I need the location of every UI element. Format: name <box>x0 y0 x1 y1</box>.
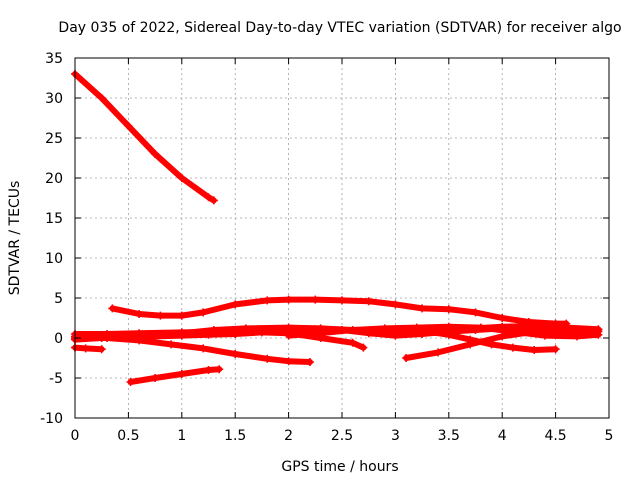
data-point <box>204 366 213 374</box>
data-point <box>231 300 240 309</box>
data-point <box>444 305 453 314</box>
data-point <box>177 311 186 320</box>
data-point <box>348 338 357 347</box>
data-point <box>177 174 186 182</box>
data-point <box>135 310 144 318</box>
data-point <box>434 348 443 357</box>
y-tick-label: 20 <box>45 171 63 187</box>
data-point <box>311 295 320 304</box>
data-point <box>199 308 208 317</box>
x-axis-label: GPS time / hours <box>281 459 398 475</box>
data-point <box>540 331 549 340</box>
data-point <box>204 330 213 339</box>
data-point <box>97 334 106 342</box>
y-tick-label: 35 <box>45 51 63 67</box>
data-point <box>391 331 400 340</box>
y-axis: -10 -5 0 5 10 15 20 25 30 35 <box>40 51 609 427</box>
data-point <box>391 300 400 309</box>
x-tick-label: 1 <box>177 428 186 444</box>
data-point <box>156 311 165 320</box>
data-point <box>215 365 224 374</box>
chart-title: Day 035 of 2022, Sidereal Day-to-day VTE… <box>58 20 621 36</box>
y-tick-label: 15 <box>45 211 63 227</box>
data-point <box>231 330 240 338</box>
data-point <box>126 378 135 386</box>
x-tick-label: 4 <box>498 428 507 444</box>
data-point <box>257 328 266 337</box>
data-point <box>418 304 427 313</box>
x-tick-label: 3 <box>391 428 400 444</box>
data-point <box>471 308 480 317</box>
x-tick-label: 5 <box>605 428 614 444</box>
x-tick-label: 2 <box>284 428 293 444</box>
y-tick-label: -5 <box>49 371 63 387</box>
data-point <box>305 358 314 366</box>
data-point <box>108 304 117 313</box>
data-point <box>263 354 272 363</box>
data-point <box>284 295 293 304</box>
data-point <box>316 329 325 338</box>
data-point <box>466 335 475 344</box>
y-tick-label: 10 <box>45 251 63 267</box>
x-tick-label: 0.5 <box>117 428 139 444</box>
data-point <box>402 354 411 362</box>
data-point <box>338 296 346 305</box>
data-point <box>209 196 218 205</box>
data-point <box>498 314 507 322</box>
data-point <box>97 94 106 102</box>
y-tick-label: 0 <box>54 331 63 347</box>
x-tick-label: 4.5 <box>544 428 566 444</box>
data-point <box>359 343 368 352</box>
x-tick-label: 0 <box>71 428 80 444</box>
data-point <box>124 122 133 130</box>
y-tick-label: 30 <box>45 91 63 107</box>
data-point <box>551 345 560 354</box>
data-point <box>263 296 272 305</box>
data-point <box>508 343 517 352</box>
data-point <box>204 193 213 202</box>
data-point <box>81 344 90 353</box>
x-tick-label: 2.5 <box>331 428 353 444</box>
data-point <box>167 340 176 349</box>
data-point <box>151 374 160 382</box>
data-point <box>199 344 208 353</box>
x-tick-label: 1.5 <box>224 428 246 444</box>
y-tick-label: 25 <box>45 131 63 147</box>
data-point <box>412 323 421 332</box>
grid <box>75 58 609 418</box>
data-point <box>231 350 240 358</box>
x-axis: 0 0.5 1 1.5 2 2.5 3 3.5 4 4.5 5 <box>71 58 614 444</box>
data-point <box>444 330 453 339</box>
y-tick-label: 5 <box>54 291 63 307</box>
data-point <box>177 331 186 340</box>
y-tick-label: -10 <box>40 411 63 427</box>
data-point <box>151 150 160 158</box>
data-point <box>348 326 357 334</box>
data-point <box>284 357 293 366</box>
y-axis-label: SDTVAR / TECUs <box>7 181 23 296</box>
data-point <box>97 345 106 354</box>
data-point <box>151 332 160 341</box>
x-tick-label: 3.5 <box>438 428 460 444</box>
data-point <box>487 340 496 349</box>
data-point <box>364 297 373 306</box>
data-point <box>572 332 581 341</box>
series-layer <box>71 70 603 386</box>
data-point <box>284 331 293 340</box>
data-point <box>124 333 133 342</box>
data-point <box>594 330 603 339</box>
data-point <box>444 322 453 331</box>
data-point <box>380 324 389 333</box>
data-point <box>508 327 517 336</box>
data-point <box>530 346 539 354</box>
data-point <box>177 370 186 378</box>
data-point <box>498 332 507 341</box>
data-point <box>476 323 485 332</box>
